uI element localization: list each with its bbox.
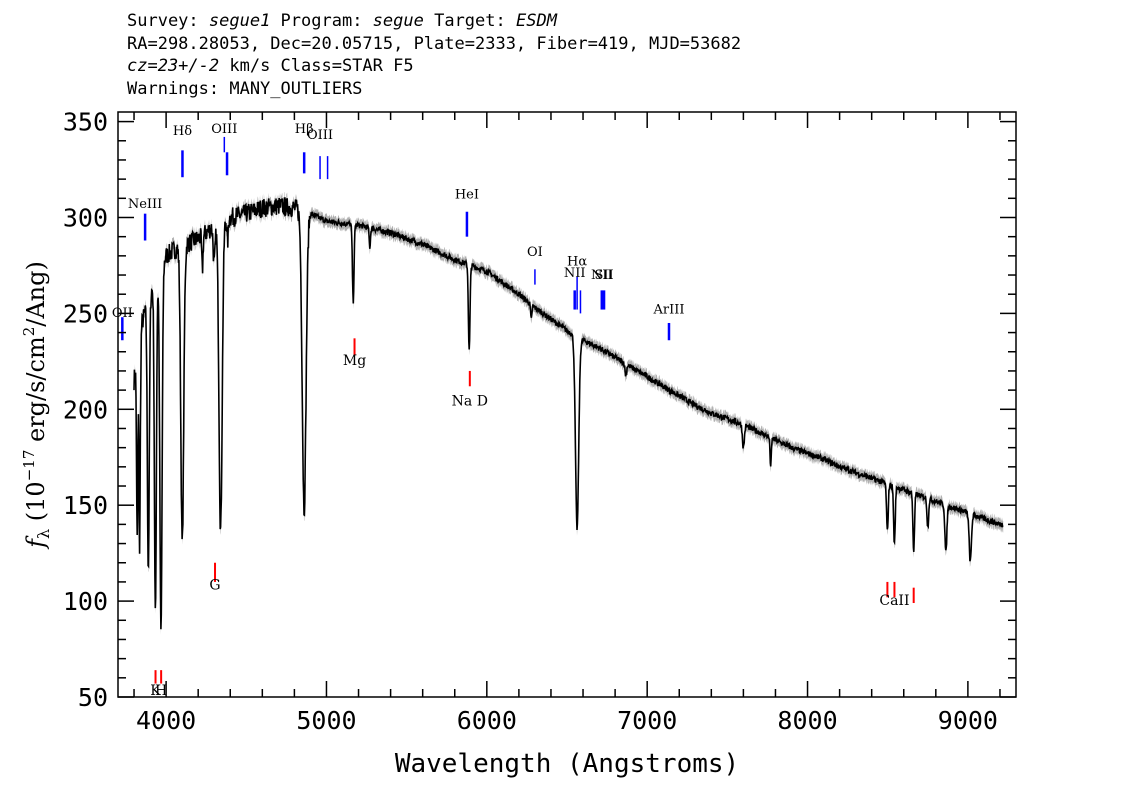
y-axis-label-part: λ — [34, 529, 53, 539]
y-axis-label: fλ (10−17 erg/s/cm2/Ang) — [20, 261, 53, 550]
y-axis-label-part: −17 — [20, 450, 38, 482]
survey-label: Survey: — [127, 11, 209, 31]
absorption-label: H — [155, 683, 167, 699]
y-tick-label: 300 — [63, 203, 108, 232]
x-tick-label: 6000 — [457, 706, 517, 735]
emission-label: OIII — [211, 122, 237, 137]
redshift-value: cz=23+/-2 — [127, 56, 220, 76]
x-axis-label: Wavelength (Angstroms) — [395, 749, 739, 779]
x-tick-label: 8000 — [777, 706, 837, 735]
plot-frame — [117, 111, 1017, 698]
header-line-survey: Survey: segue1 Program: segue Target: ES… — [127, 10, 741, 33]
axis-ticks-layer: 4000 5000 6000 7000 8000 9000 50 100 150 200 250 30… — [63, 108, 1016, 735]
emission-label: NeIII — [128, 197, 162, 212]
y-axis-label-part: erg/s/cm — [22, 336, 50, 450]
emission-label: Hα — [567, 254, 587, 269]
emission-label: HeI — [455, 187, 479, 202]
emission-label: NII — [591, 268, 613, 283]
y-tick-label: 250 — [63, 299, 108, 328]
absorption-label: K — [150, 683, 161, 699]
absorption-label: CaII — [879, 593, 909, 609]
program-label: Program: — [270, 11, 373, 31]
x-tick-label: 7000 — [617, 706, 677, 735]
absorption-label: G — [209, 578, 220, 594]
target-label: Target: — [423, 11, 516, 31]
y-axis-label-part: /Ang) — [22, 261, 50, 327]
absorption-label: Mg — [343, 353, 366, 369]
emission-label: OI — [527, 245, 543, 260]
x-tick-label: 9000 — [938, 706, 998, 735]
y-axis-label-part: (10 — [22, 481, 50, 529]
y-tick-label: 150 — [63, 491, 108, 520]
target-value: ESDM — [515, 11, 557, 31]
emission-label: OIII — [307, 128, 333, 143]
header-line-warnings: Warnings: MANY_OUTLIERS — [127, 78, 363, 99]
y-tick-label: 350 — [63, 108, 108, 137]
spectrum-line — [133, 196, 1004, 630]
y-tick-label: 200 — [63, 395, 108, 424]
x-tick-label: 4000 — [136, 706, 196, 735]
header-line-coordinates: RA=298.28053, Dec=20.05715, Plate=2333, … — [127, 33, 742, 54]
survey-value: segue1 — [208, 11, 271, 31]
y-axis-label-part: 2 — [20, 327, 38, 337]
emission-label: ArIII — [652, 302, 684, 317]
program-value: segue — [372, 11, 424, 31]
header-line-redshift: cz=23+/-2 km/s Class=STAR F5 — [127, 55, 741, 78]
emission-label: SII — [594, 268, 613, 283]
emission-label: Hδ — [173, 124, 192, 139]
absorption-label: Na D — [452, 393, 488, 409]
class-text: km/s Class=STAR F5 — [219, 56, 414, 76]
y-tick-label: 100 — [63, 587, 108, 616]
y-tick-label: 50 — [78, 683, 108, 712]
x-tick-label: 5000 — [296, 706, 356, 735]
spectrum-layer — [133, 196, 1004, 630]
emission-label: NII — [564, 266, 586, 281]
emission-label: Hβ — [295, 122, 314, 137]
spectrum-header: Survey: segue1 Program: segue Target: ES… — [127, 10, 741, 100]
